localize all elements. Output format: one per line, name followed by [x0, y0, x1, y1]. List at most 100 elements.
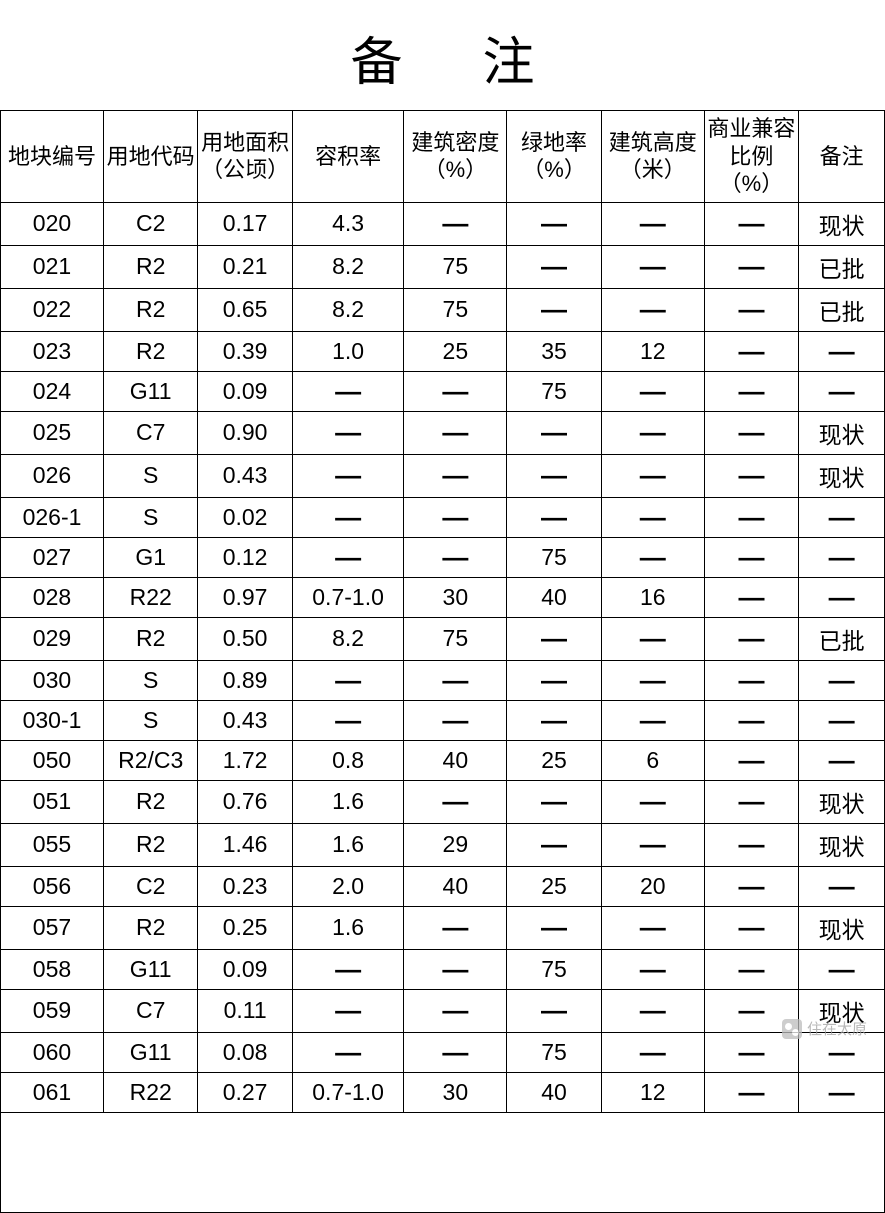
table-cell: — — [292, 949, 404, 989]
table-row: 030-1S0.43—————— — [1, 700, 885, 740]
table-cell: 0.02 — [198, 497, 292, 537]
table-cell: 6 — [601, 740, 704, 780]
col-density: 建筑密度（%） — [404, 111, 507, 203]
table-cell: — — [601, 497, 704, 537]
table-cell: — — [601, 411, 704, 454]
table-cell: 060 — [1, 1032, 104, 1072]
table-cell: — — [404, 780, 507, 823]
table-cell: — — [704, 371, 798, 411]
table-cell: — — [292, 537, 404, 577]
table-cell: — — [799, 949, 885, 989]
table-row: 022R20.658.275———已批 — [1, 288, 885, 331]
table-cell: 030 — [1, 660, 104, 700]
table-cell: 0.8 — [292, 740, 404, 780]
table-cell: — — [404, 949, 507, 989]
table-cell: — — [601, 660, 704, 700]
table-row: 027G10.12——75——— — [1, 537, 885, 577]
col-green-rate: 绿地率（%） — [507, 111, 601, 203]
table-cell: — — [799, 1072, 885, 1112]
table-cell: C7 — [103, 989, 197, 1032]
table-cell: — — [799, 537, 885, 577]
table-cell: 051 — [1, 780, 104, 823]
table-cell: 058 — [1, 949, 104, 989]
table-cell: — — [704, 617, 798, 660]
table-cell: — — [799, 497, 885, 537]
table-cell: — — [507, 780, 601, 823]
table-cell: — — [292, 411, 404, 454]
table-row: 056C20.232.0402520—— — [1, 866, 885, 906]
table-cell: 30 — [404, 1072, 507, 1112]
table-cell: 056 — [1, 866, 104, 906]
table-cell: 0.7-1.0 — [292, 1072, 404, 1112]
table-cell: — — [704, 411, 798, 454]
table-cell: — — [601, 202, 704, 245]
table-row: 060G110.08——75——— — [1, 1032, 885, 1072]
table-cell: 75 — [404, 288, 507, 331]
table-cell: — — [704, 1072, 798, 1112]
col-land-code: 用地代码 — [103, 111, 197, 203]
table-row: 025C70.90—————现状 — [1, 411, 885, 454]
col-far: 容积率 — [292, 111, 404, 203]
table-cell: 025 — [1, 411, 104, 454]
table-cell: — — [507, 823, 601, 866]
table-row: 026S0.43—————现状 — [1, 454, 885, 497]
table-cell: 75 — [507, 371, 601, 411]
table-row: 057R20.251.6————现状 — [1, 906, 885, 949]
table-cell: 0.23 — [198, 866, 292, 906]
table-cell: 0.25 — [198, 906, 292, 949]
table-cell: — — [704, 949, 798, 989]
table-cell: — — [601, 537, 704, 577]
table-cell: — — [507, 411, 601, 454]
table-cell: R2 — [103, 617, 197, 660]
table-cell: 1.6 — [292, 823, 404, 866]
table-cell: 0.39 — [198, 331, 292, 371]
table-cell: — — [507, 245, 601, 288]
table-cell: 35 — [507, 331, 601, 371]
table-row: 028R220.970.7-1.0304016—— — [1, 577, 885, 617]
table-cell: 0.90 — [198, 411, 292, 454]
table-cell: — — [601, 371, 704, 411]
table-cell: — — [507, 497, 601, 537]
table-cell: — — [704, 577, 798, 617]
table-cell: — — [404, 454, 507, 497]
table-cell: 40 — [507, 577, 601, 617]
table-cell: 0.89 — [198, 660, 292, 700]
table-cell: — — [404, 202, 507, 245]
wechat-icon — [782, 1019, 802, 1039]
table-cell: 1.6 — [292, 906, 404, 949]
table-cell: — — [292, 371, 404, 411]
table-cell: 现状 — [799, 780, 885, 823]
table-cell: — — [404, 906, 507, 949]
table-row: 050R2/C31.720.840256—— — [1, 740, 885, 780]
table-cell: 75 — [404, 245, 507, 288]
table-cell: 026-1 — [1, 497, 104, 537]
table-cell: — — [799, 700, 885, 740]
table-cell: — — [404, 497, 507, 537]
table-cell: 25 — [507, 866, 601, 906]
table-cell: 0.43 — [198, 700, 292, 740]
table-cell: G11 — [103, 949, 197, 989]
table-cell: 0.12 — [198, 537, 292, 577]
table-cell: 055 — [1, 823, 104, 866]
col-commercial-pct: 商业兼容比例（%） — [704, 111, 798, 203]
table-cell: G11 — [103, 1032, 197, 1072]
table-cell: 020 — [1, 202, 104, 245]
table-cell: — — [404, 371, 507, 411]
table-cell: — — [404, 989, 507, 1032]
table-cell: — — [507, 989, 601, 1032]
table-cell: 已批 — [799, 245, 885, 288]
table-cell: 1.0 — [292, 331, 404, 371]
table-cell: 现状 — [799, 906, 885, 949]
table-cell: 0.09 — [198, 371, 292, 411]
table-cell: — — [404, 660, 507, 700]
table-cell: S — [103, 497, 197, 537]
table-cell: 现状 — [799, 411, 885, 454]
table-cell: 029 — [1, 617, 104, 660]
table-cell: 1.6 — [292, 780, 404, 823]
table-cell: 059 — [1, 989, 104, 1032]
table-cell: 20 — [601, 866, 704, 906]
table-cell: 12 — [601, 1072, 704, 1112]
table-cell: S — [103, 700, 197, 740]
table-cell: S — [103, 660, 197, 700]
table-row: 023R20.391.0253512—— — [1, 331, 885, 371]
